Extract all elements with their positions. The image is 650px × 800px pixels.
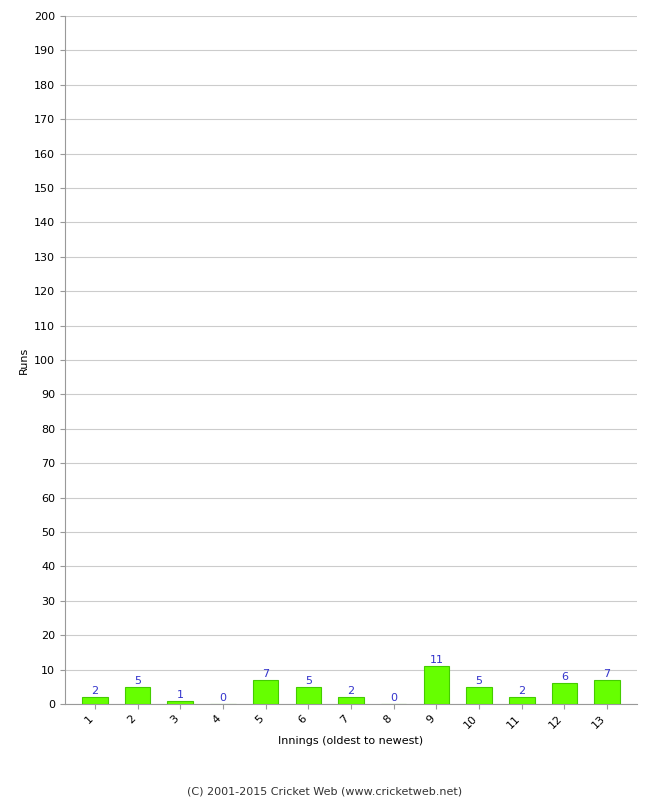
Text: (C) 2001-2015 Cricket Web (www.cricketweb.net): (C) 2001-2015 Cricket Web (www.cricketwe… [187, 786, 463, 796]
Text: 2: 2 [348, 686, 354, 696]
Text: 5: 5 [476, 676, 482, 686]
Text: 2: 2 [91, 686, 98, 696]
Y-axis label: Runs: Runs [19, 346, 29, 374]
Bar [82, 697, 108, 704]
Text: 7: 7 [262, 669, 269, 679]
Text: 2: 2 [518, 686, 525, 696]
Text: 1: 1 [177, 690, 184, 699]
Bar [125, 686, 150, 704]
X-axis label: Innings (oldest to newest): Innings (oldest to newest) [278, 736, 424, 746]
Text: 11: 11 [430, 655, 443, 665]
Bar [296, 686, 321, 704]
Bar [594, 680, 620, 704]
Text: 5: 5 [305, 676, 312, 686]
Text: 0: 0 [220, 693, 226, 703]
Bar [168, 701, 193, 704]
Bar [338, 697, 364, 704]
Bar [253, 680, 278, 704]
Bar [509, 697, 534, 704]
Bar [552, 683, 577, 704]
Text: 7: 7 [604, 669, 611, 679]
Bar [424, 666, 449, 704]
Text: 5: 5 [134, 676, 141, 686]
Text: 6: 6 [561, 672, 568, 682]
Text: 0: 0 [390, 693, 397, 703]
Bar [466, 686, 492, 704]
